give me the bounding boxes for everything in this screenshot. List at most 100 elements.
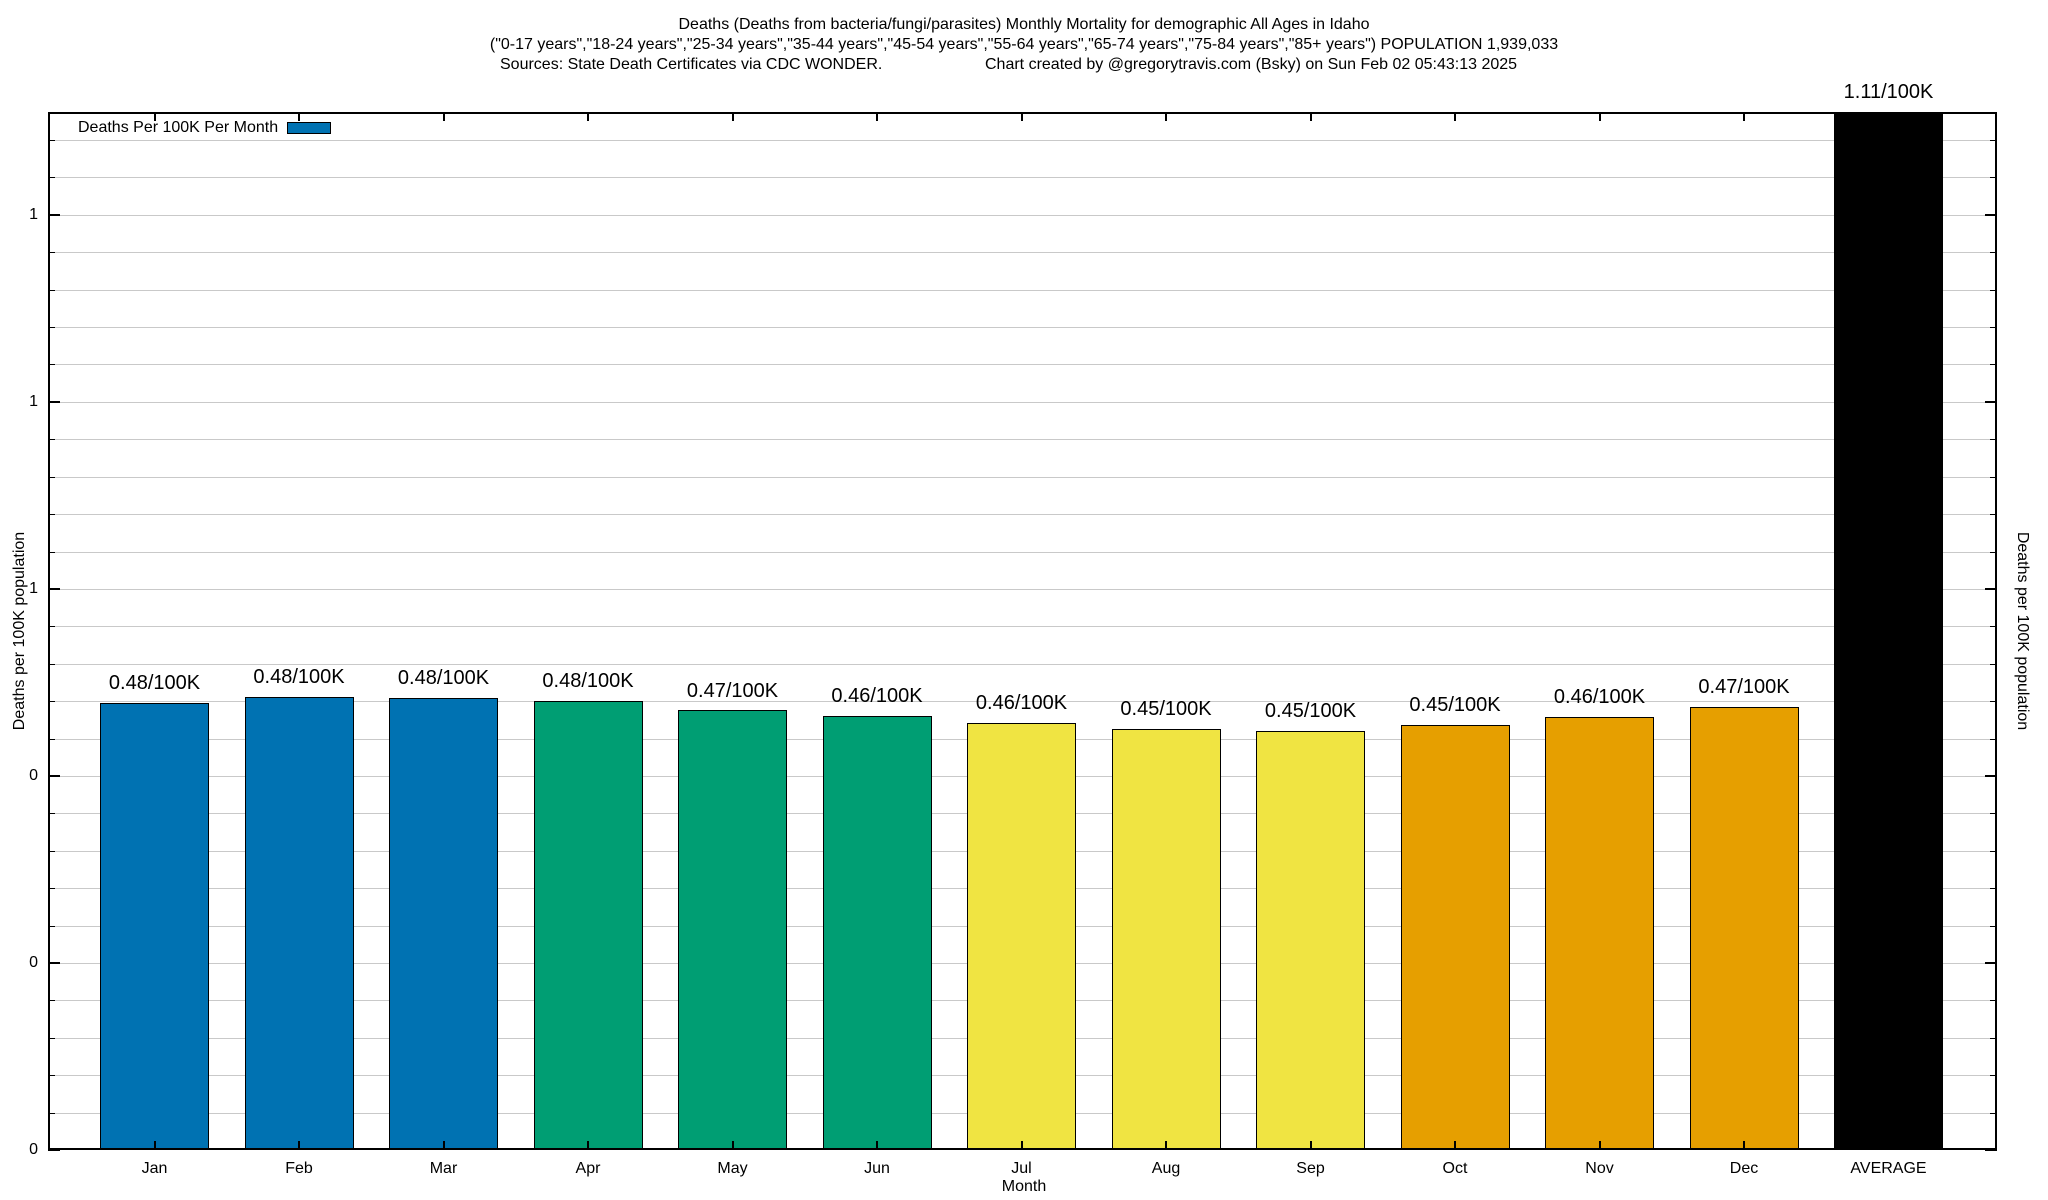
y-minor-tick-mark: [48, 626, 55, 628]
x-tick-mark-bottom: [1165, 1141, 1167, 1150]
gridline: [48, 663, 1997, 665]
chart-title-line1: Deaths (Deaths from bacteria/fungi/paras…: [678, 16, 1370, 33]
y-minor-tick-mark: [1990, 626, 1997, 628]
y-minor-tick-mark: [48, 514, 55, 516]
x-tick-mark-top: [442, 112, 445, 121]
x-tick-mark-top: [731, 112, 734, 121]
bar-dec: [1689, 706, 1799, 1150]
y-tick-mark: [1985, 213, 1997, 216]
x-tick-mark-top: [876, 112, 878, 121]
x-tick-mark-top: [1020, 112, 1023, 121]
x-tick-label-apr: Apr: [575, 1160, 601, 1177]
x-tick-label-jan: Jan: [141, 1160, 168, 1177]
bar-value-label-apr: 0.48/100K: [542, 670, 634, 693]
x-tick-mark-bottom: [1598, 1141, 1601, 1150]
x-tick-mark-bottom: [298, 1141, 300, 1150]
bar-feb: [244, 697, 354, 1150]
x-tick-mark-bottom: [1309, 1141, 1312, 1150]
y-minor-tick-mark: [48, 888, 55, 890]
y-minor-tick-mark: [48, 663, 55, 665]
y-minor-tick-mark: [48, 850, 55, 852]
y-minor-tick-mark: [1990, 364, 1997, 366]
y-minor-tick-mark: [48, 701, 55, 703]
bar-value-label-nov: 0.46/100K: [1553, 686, 1646, 709]
bar-jul: [967, 722, 1076, 1150]
y-tick-mark: [48, 774, 60, 777]
gridline: [48, 364, 1997, 366]
bar-jan: [100, 703, 209, 1150]
gridline: [48, 214, 1997, 216]
y-tick-mark: [48, 1149, 60, 1151]
plot-area: Deaths Per 100K Per Month 1 1 1 0 0 0 0.48/100…: [29, 81, 1997, 1177]
chart-title-line3: Sources: State Death Certificates via CD…: [0, 56, 2048, 76]
y-minor-tick-mark: [48, 177, 55, 179]
y-minor-tick-mark: [48, 252, 55, 254]
gridline: [48, 588, 1997, 590]
y-tick-mark: [1985, 587, 1997, 590]
y-minor-tick-mark: [1990, 888, 1997, 890]
x-tick-label-feb: Feb: [285, 1160, 313, 1177]
y-minor-tick-mark: [1990, 813, 1997, 815]
bar-value-label-aug: 0.45/100K: [1120, 698, 1212, 721]
bar-may: [678, 710, 787, 1150]
legend: Deaths Per 100K Per Month: [78, 119, 332, 137]
bar-aug: [1111, 729, 1221, 1150]
y-tick-label: 0: [29, 1141, 38, 1158]
bar-jun: [822, 716, 932, 1150]
gridline: [48, 476, 1997, 478]
x-tick-label-jul: Jul: [1011, 1160, 1032, 1177]
x-tick-mark-bottom: [153, 1141, 156, 1150]
bar-mar: [389, 698, 498, 1150]
y-minor-tick-mark: [48, 1037, 55, 1039]
y-minor-tick-mark: [48, 476, 55, 478]
y-minor-tick-mark: [1990, 177, 1997, 179]
y-minor-tick-mark: [48, 289, 55, 291]
x-tick-mark-top: [1165, 112, 1167, 121]
x-tick-mark-top: [587, 112, 589, 121]
x-tick-label-aug: Aug: [1151, 1160, 1181, 1177]
bar-nov: [1545, 717, 1654, 1150]
y-minor-tick-mark: [48, 813, 55, 815]
x-tick-mark-bottom: [1743, 1141, 1745, 1150]
gridline: [48, 140, 1997, 142]
bar-value-label-jan: 0.48/100K: [108, 672, 201, 695]
x-tick-mark-bottom: [587, 1141, 589, 1150]
y-axis-title-right: Deaths per 100K population: [2014, 531, 2031, 731]
y-minor-tick-mark: [1990, 663, 1997, 665]
y-minor-tick-mark: [48, 925, 55, 927]
x-tick-mark-bottom: [876, 1141, 878, 1150]
gridline: [48, 551, 1997, 553]
y-minor-tick-mark: [1990, 850, 1997, 852]
y-tick-mark: [1985, 961, 1997, 964]
y-tick-mark: [1985, 400, 1997, 403]
y-minor-tick-mark: [48, 364, 55, 366]
y-minor-tick-mark: [1990, 1000, 1997, 1002]
y-tick-mark: [48, 400, 60, 403]
legend-swatch: [287, 122, 332, 134]
y-tick-label: 0: [29, 953, 38, 971]
bar-sep: [1256, 731, 1365, 1150]
bar-average: [1834, 112, 1943, 1150]
x-tick-mark-top: [1598, 112, 1601, 121]
y-minor-tick-mark: [48, 439, 55, 441]
x-tick-mark-top: [298, 112, 300, 121]
x-tick-mark-top: [1887, 112, 1890, 121]
y-tick-mark: [1985, 774, 1997, 777]
y-minor-tick-mark: [1990, 1075, 1997, 1077]
y-tick-mark: [48, 587, 60, 590]
x-tick-label-jun: Jun: [864, 1160, 890, 1177]
x-tick-mark-top: [1309, 112, 1312, 121]
y-tick-label: 1: [29, 392, 38, 410]
y-tick-mark: [1985, 1149, 1997, 1151]
x-tick-mark-bottom: [1887, 1141, 1890, 1150]
y-tick-mark: [48, 213, 60, 216]
x-axis-title: Month: [1001, 1178, 1047, 1195]
bar-value-label-feb: 0.48/100K: [253, 666, 345, 689]
x-tick-label-mar: Mar: [429, 1160, 458, 1177]
y-tick-label: 1: [29, 579, 38, 597]
chart-source-note: Sources: State Death Certificates via CD…: [500, 56, 883, 73]
bar-value-label-average: 1.11/100K: [1843, 81, 1934, 103]
y-tick-label: 1: [29, 205, 38, 223]
y-minor-tick-mark: [48, 551, 55, 553]
y-minor-tick-mark: [1990, 439, 1997, 441]
